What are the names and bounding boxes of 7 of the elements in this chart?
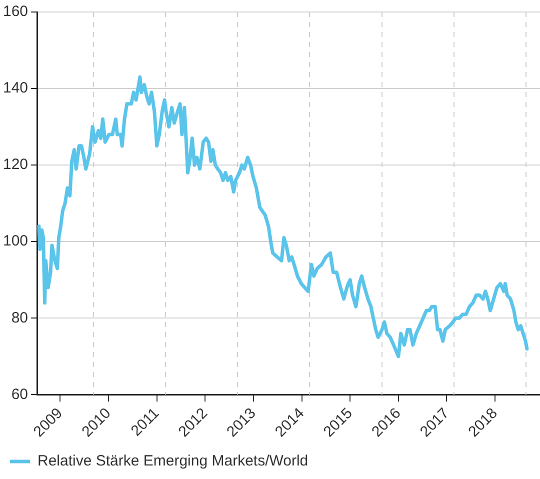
y-tick-label: 160 <box>2 3 28 20</box>
y-tick-label: 60 <box>11 386 28 403</box>
y-tick-label: 100 <box>2 232 28 250</box>
y-tick-label: 120 <box>2 156 28 174</box>
legend-label: Relative Stärke Emerging Markets/World <box>38 452 308 470</box>
y-tick-label: 80 <box>11 309 28 326</box>
y-tick-label: 140 <box>2 80 28 97</box>
